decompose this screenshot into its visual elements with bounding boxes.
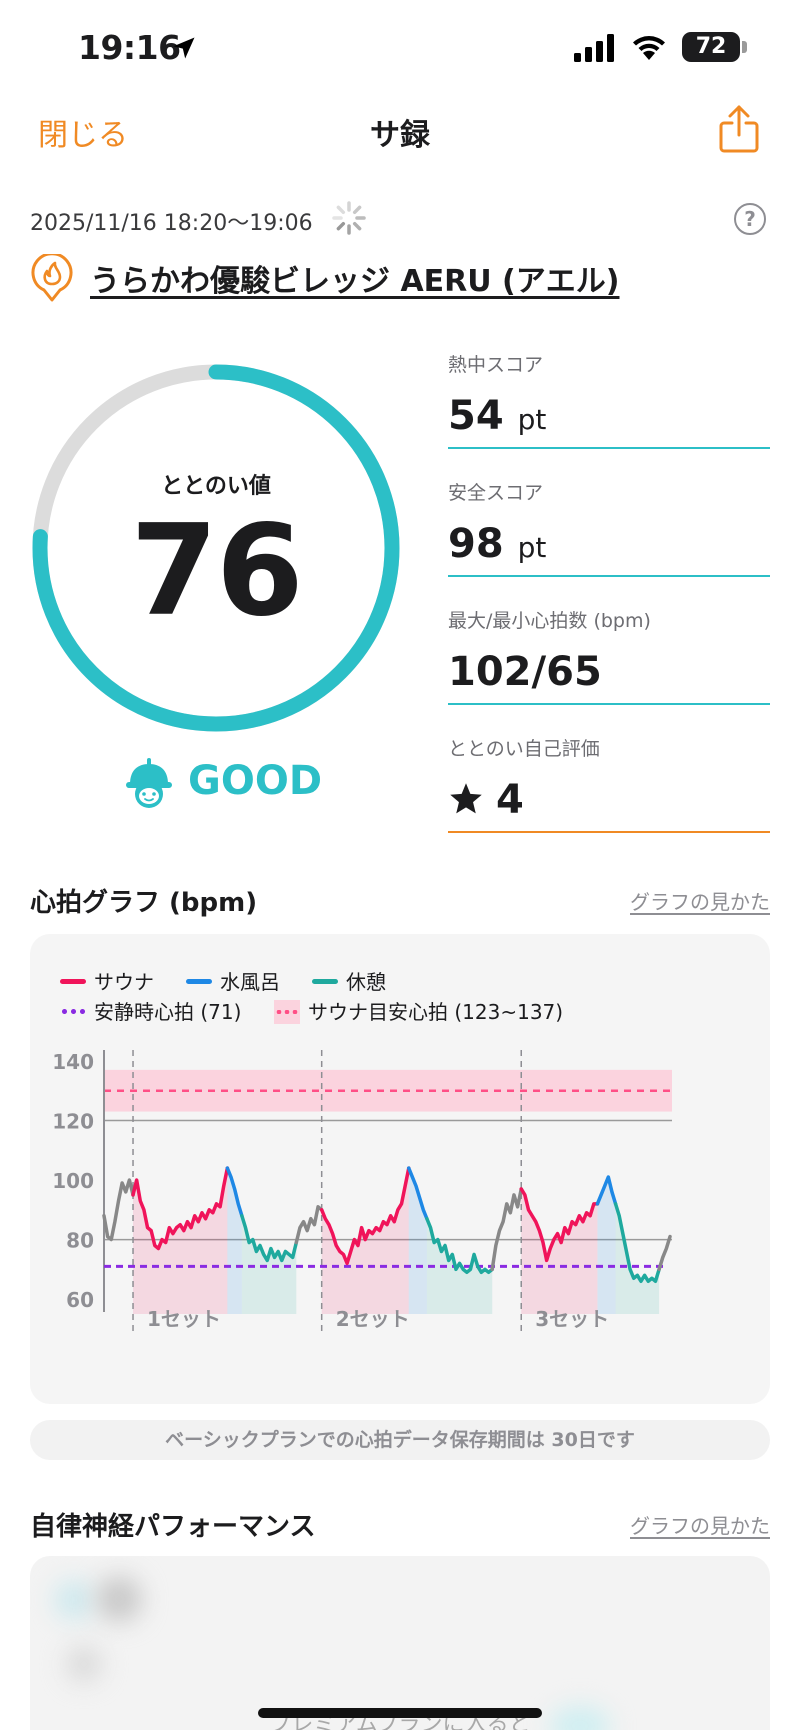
stat-label: 安全スコア xyxy=(448,482,544,504)
y-tick-label: 60 xyxy=(66,1288,94,1312)
heart-rate-chart: 140 120 100 80 60 1セット 2セット 3セット xyxy=(52,1050,672,1334)
stat-label: 最大/最小心拍数 (bpm) xyxy=(448,610,651,632)
score-value: 76 xyxy=(130,497,303,644)
legend-swatch xyxy=(186,979,212,984)
legend-label: サウナ xyxy=(94,970,154,994)
battery-indicator: 72 xyxy=(682,32,740,62)
stat-underline xyxy=(448,575,770,577)
set-label: 3セット xyxy=(535,1307,609,1331)
retention-note: ベーシックプランでの心拍データ保存期間は 30日です xyxy=(30,1420,770,1460)
stat-self-rating[interactable]: ととのい自己評価 4 xyxy=(448,734,770,833)
cold-series-line xyxy=(407,1166,429,1221)
trans-series-line xyxy=(490,1187,523,1272)
battery-cap xyxy=(742,41,747,53)
stat-unit: pt xyxy=(517,531,547,564)
cold-area xyxy=(597,1177,616,1314)
heart-graph-help-link[interactable]: グラフの見かた xyxy=(630,890,770,914)
legend-rest: 休憩 xyxy=(312,966,386,995)
rest-series-line xyxy=(425,1216,494,1275)
legend-cold-bath: 水風呂 xyxy=(186,966,280,995)
cold-series-line xyxy=(595,1175,618,1206)
legend-sauna: サウナ xyxy=(60,966,154,995)
y-tick-label: 120 xyxy=(52,1109,94,1133)
session-datetime: 2025/11/16 18:20～19:06 xyxy=(30,211,313,236)
legend-label: サウナ目安心拍 (123~137) xyxy=(308,1000,564,1024)
cellular-signal-icon xyxy=(574,34,614,62)
totonoi-score-ring xyxy=(32,364,400,732)
share-icon[interactable] xyxy=(718,104,760,154)
stat-underline xyxy=(448,703,770,705)
trans-series-line xyxy=(102,1178,135,1242)
locked-autonomic-card[interactable]: プレミアムプランに入ると xyxy=(30,1556,770,1730)
legend-swatch xyxy=(60,1009,86,1014)
facility-link[interactable]: うらかわ優駿ビレッジ AERU (アエル) xyxy=(90,264,620,299)
autonomic-help-link[interactable]: グラフの見かた xyxy=(630,1514,770,1538)
trans-series-line xyxy=(294,1205,324,1245)
legend-target-hr: サウナ目安心拍 (123~137) xyxy=(274,996,563,1025)
stat-heat-score: 熱中スコア 54 pt xyxy=(448,350,770,449)
cold-series-line xyxy=(225,1166,244,1218)
stat-label: 熱中スコア xyxy=(448,354,544,376)
legend-swatch xyxy=(312,979,338,984)
y-tick-label: 140 xyxy=(52,1050,94,1074)
sauna-series-line xyxy=(319,1166,411,1266)
y-tick-label: 100 xyxy=(52,1169,94,1193)
blurred-chart-element xyxy=(96,1576,142,1622)
stat-label: ととのい自己評価 xyxy=(448,738,600,760)
score-ring-progress xyxy=(32,364,400,732)
sauna-facility-icon xyxy=(31,254,73,302)
home-indicator xyxy=(258,1708,542,1718)
set-label: 1セット xyxy=(147,1307,221,1331)
rest-area xyxy=(615,1203,660,1314)
stat-heart-rate-range: 最大/最小心拍数 (bpm) 102/65 xyxy=(448,606,770,705)
cold-area xyxy=(408,1168,427,1314)
rest-series-line xyxy=(240,1214,299,1263)
stat-value: 98 pt xyxy=(448,521,770,573)
help-icon[interactable]: ? xyxy=(734,203,766,235)
stat-value: 54 pt xyxy=(448,393,770,445)
stat-number: 98 xyxy=(448,521,504,567)
score-status: GOOD xyxy=(188,758,323,804)
sauna-area xyxy=(133,1168,228,1314)
set-label: 2セット xyxy=(336,1307,410,1331)
legend-swatch xyxy=(60,979,86,984)
rest-area xyxy=(241,1215,297,1314)
score-label: ととのい値 xyxy=(161,474,271,499)
mascot-face-icon xyxy=(126,758,172,808)
sauna-series-line xyxy=(131,1166,230,1251)
legend-label: 休憩 xyxy=(346,970,386,994)
stat-safety-score: 安全スコア 98 pt xyxy=(448,478,770,577)
status-time: 19:16 xyxy=(78,28,181,67)
close-button[interactable]: 閉じる xyxy=(38,118,128,153)
stat-value: 102/65 xyxy=(448,649,602,695)
stat-underline xyxy=(448,447,770,449)
wifi-icon xyxy=(633,36,665,60)
stat-value: 4 xyxy=(448,777,770,829)
legend-resting-hr: 安静時心拍 (71) xyxy=(60,996,241,1025)
legend-label: 水風呂 xyxy=(220,970,280,994)
stat-underline xyxy=(448,831,770,833)
autonomic-title: 自律神経パフォーマンス xyxy=(30,1512,316,1542)
legend-label: 安静時心拍 (71) xyxy=(94,1000,242,1024)
blurred-chart-element xyxy=(66,1646,102,1682)
sauna-area xyxy=(521,1188,598,1314)
stat-unit: pt xyxy=(517,403,547,436)
star-icon xyxy=(450,783,482,814)
sauna-series-line xyxy=(519,1187,600,1263)
y-tick-label: 80 xyxy=(66,1229,94,1253)
rest-series-line xyxy=(613,1202,661,1283)
blurred-chart-element xyxy=(54,1580,94,1620)
legend-swatch xyxy=(274,1000,300,1024)
heart-rate-chart-card: サウナ 水風呂 休憩 安静時心拍 (71) サウナ目安心拍 (123~137) … xyxy=(30,934,770,1404)
stat-number: 4 xyxy=(496,777,524,823)
stat-number: 54 xyxy=(448,393,504,439)
loading-spinner-icon xyxy=(332,201,366,235)
heart-graph-title: 心拍グラフ (bpm) xyxy=(30,888,258,918)
status-bar: 19:16 72 xyxy=(0,0,800,96)
location-arrow-icon xyxy=(173,37,195,59)
trans-series-line xyxy=(657,1234,672,1272)
